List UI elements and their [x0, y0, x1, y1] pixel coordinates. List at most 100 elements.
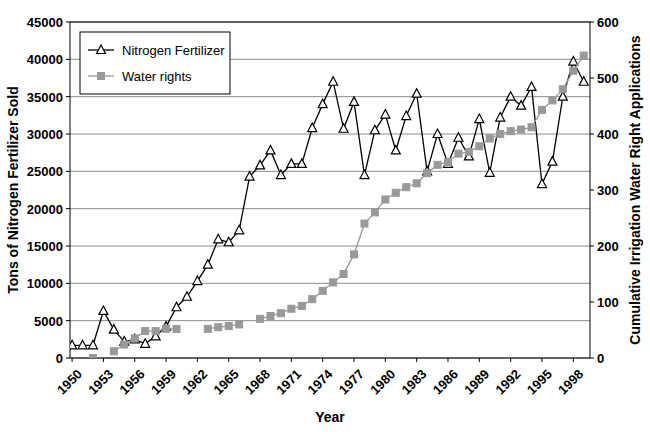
marker [351, 251, 358, 258]
grid-line [70, 208, 590, 209]
y-tick-label: 40000 [27, 52, 63, 67]
marker [298, 302, 305, 309]
tick [66, 134, 70, 135]
y-tick-label: 15000 [27, 239, 63, 254]
marker [538, 106, 545, 113]
tick [228, 358, 229, 362]
plot-frame [70, 22, 590, 358]
tick [134, 358, 135, 362]
legend-marker [97, 45, 106, 54]
grid-line [70, 246, 590, 247]
marker [78, 340, 87, 349]
marker [361, 220, 368, 227]
tick [291, 358, 292, 362]
marker [89, 355, 96, 359]
marker [434, 161, 441, 168]
tick [166, 358, 167, 362]
marker [350, 97, 359, 106]
marker [141, 339, 150, 348]
tick [197, 358, 198, 362]
marker [370, 125, 379, 133]
marker [266, 145, 275, 154]
marker [288, 305, 295, 312]
y-tick-label: 25000 [27, 164, 63, 179]
marker [193, 276, 202, 285]
tick [66, 246, 70, 247]
legend-label: Nitrogen Fertilizer [122, 43, 225, 58]
tick [66, 22, 70, 23]
marker [548, 157, 557, 166]
tick [66, 59, 70, 60]
x-tick-label: 1983 [399, 366, 430, 397]
tick [322, 358, 323, 362]
y2-tick-label: 300 [597, 183, 619, 198]
marker [267, 313, 274, 320]
marker [527, 82, 536, 91]
marker [570, 67, 577, 74]
tick [479, 358, 480, 362]
marker [559, 86, 566, 93]
marker [424, 170, 431, 177]
x-tick-label: 1974 [305, 366, 337, 398]
marker [476, 143, 483, 150]
tick [260, 358, 261, 362]
marker [549, 97, 556, 104]
tick [590, 190, 594, 191]
x-tick-label: 1986 [430, 366, 461, 397]
marker [297, 159, 306, 168]
marker [309, 296, 316, 303]
marker [497, 131, 504, 138]
y-tick-label: 35000 [27, 90, 63, 105]
marker [204, 325, 211, 332]
y2-tick-label: 500 [597, 71, 619, 86]
marker [381, 110, 390, 119]
x-tick-label: 1959 [148, 366, 179, 397]
grid-line [70, 320, 590, 321]
marker [318, 99, 327, 108]
marker [152, 328, 159, 335]
x-tick-label: 1989 [461, 366, 492, 397]
marker [518, 126, 525, 133]
marker [142, 328, 149, 335]
marker [99, 306, 108, 315]
marker [537, 179, 546, 188]
x-tick-label: 1980 [367, 366, 398, 397]
x-tick-label: 1992 [492, 366, 523, 397]
marker [413, 180, 420, 187]
marker [214, 234, 223, 243]
marker [517, 101, 526, 110]
marker [70, 340, 77, 349]
marker [579, 77, 588, 86]
x-tick-label: 1971 [273, 366, 304, 397]
marker [360, 170, 369, 179]
marker [330, 279, 337, 286]
marker [245, 172, 254, 181]
marker [163, 325, 170, 332]
tick [541, 358, 542, 362]
marker [339, 124, 348, 133]
legend-box [80, 32, 230, 94]
x-tick-label: 1962 [179, 366, 210, 397]
y2-tick-label: 600 [597, 15, 619, 30]
y-tick-label: 0 [56, 351, 63, 366]
marker [329, 77, 338, 86]
marker [308, 123, 317, 132]
marker [224, 237, 233, 246]
tick [72, 358, 73, 362]
tick [510, 358, 511, 362]
marker [130, 334, 139, 343]
marker [203, 260, 212, 269]
marker [182, 292, 191, 301]
marker [444, 159, 451, 166]
x-tick-label: 1956 [117, 366, 148, 397]
marker [287, 159, 296, 168]
x-tick-label: 1950 [54, 366, 85, 397]
marker [569, 57, 578, 66]
x-tick-label: 1953 [85, 366, 116, 397]
marker [455, 150, 462, 157]
x-tick-label: 1965 [211, 366, 242, 397]
marker [131, 335, 138, 342]
marker [506, 92, 515, 101]
tick [385, 358, 386, 362]
marker [486, 135, 493, 142]
